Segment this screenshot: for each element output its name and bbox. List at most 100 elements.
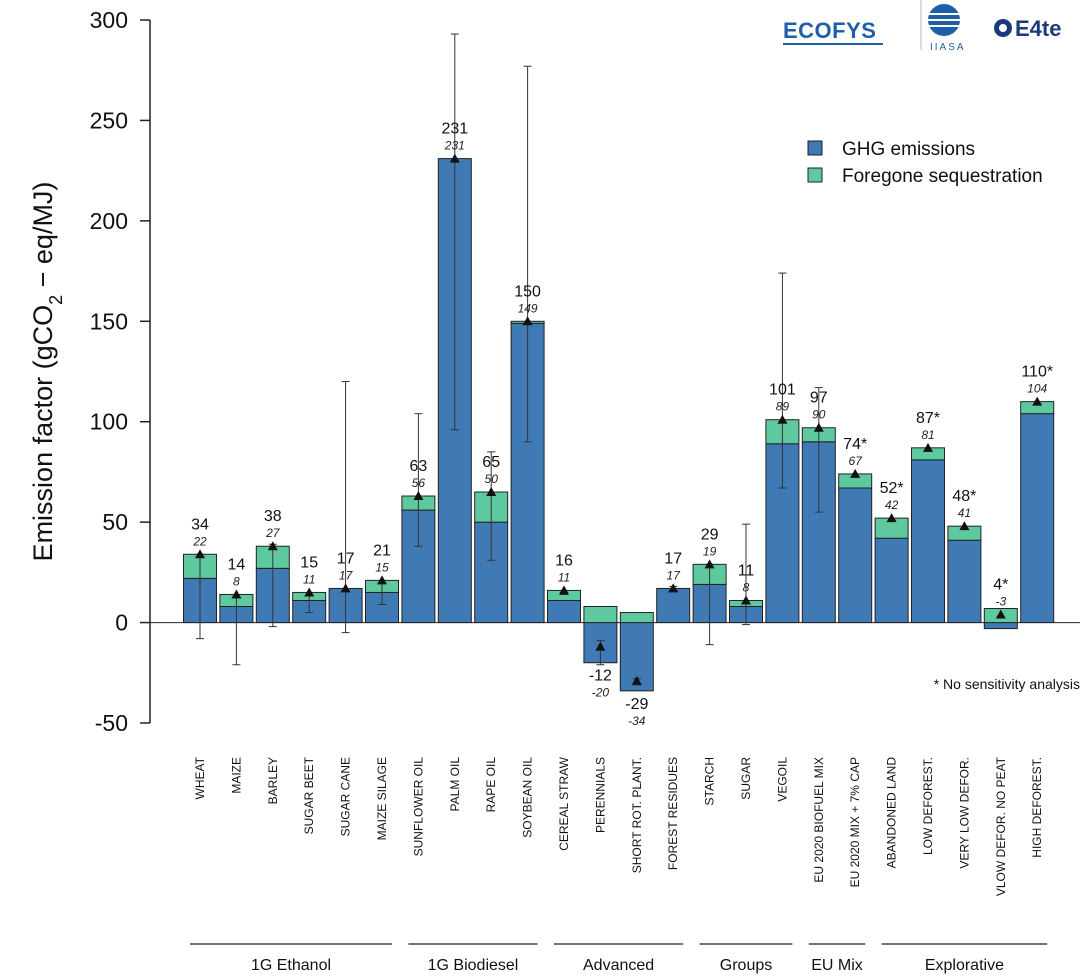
bar-group: 74*67 EU 2020 MIX + 7% CAP <box>838 436 873 887</box>
category-label: STARCH <box>703 757 717 805</box>
category-label: BARLEY <box>266 757 280 804</box>
bar-group: -29-34 SHORT ROT. PLANT. <box>619 612 654 873</box>
bar-group: 4*-3 VLOW DEFOR. NO PEAT <box>983 577 1018 896</box>
ghg-value-label: 17 <box>339 568 354 582</box>
ghg-bar <box>947 539 982 624</box>
total-marker <box>668 583 679 593</box>
ghg-bar <box>838 487 873 624</box>
total-value-label: 34 <box>191 516 209 533</box>
legend-entry: GHG emissions <box>842 139 975 160</box>
total-value-label: 65 <box>482 454 500 471</box>
total-value-label: 15 <box>300 554 318 571</box>
total-value-label: -12 <box>589 668 612 685</box>
bar-group: -12-20 PERENNIALS <box>583 606 618 833</box>
category-label: SHORT ROT. PLANT. <box>630 757 644 873</box>
ghg-bar <box>656 587 691 624</box>
category-label: MAIZE <box>229 757 243 794</box>
bar-group: 110*104 HIGH DEFOREST. <box>1020 364 1055 858</box>
total-marker <box>559 585 569 595</box>
bar-group: 52*42 ABANDONED LAND <box>874 480 909 868</box>
category-label: MAIZE SILAGE <box>375 757 389 840</box>
total-marker <box>741 595 751 605</box>
total-marker <box>304 587 315 597</box>
ghg-value-label: 27 <box>265 526 281 540</box>
total-value-label: 17 <box>337 550 355 567</box>
y-tick-label: 250 <box>90 107 128 133</box>
total-value-label: 38 <box>264 508 282 525</box>
total-value-label: -29 <box>625 696 648 713</box>
category-label: HIGH DEFOREST. <box>1030 757 1044 858</box>
category-label: WHEAT <box>193 756 207 799</box>
sensitivity-note: * No sensitivity analysis <box>934 676 1080 692</box>
category-label: VERY LOW DEFOR. <box>957 757 971 869</box>
total-value-label: 101 <box>769 382 796 399</box>
total-value-label: 48* <box>952 488 976 505</box>
total-value-label: 4* <box>993 577 1008 594</box>
total-value-label: 11 <box>738 562 755 579</box>
bar-group: 148 MAIZE <box>219 556 254 794</box>
ghg-value-label: 89 <box>776 400 790 414</box>
total-marker <box>923 442 933 452</box>
category-label: SUNFLOWER OIL <box>411 757 425 857</box>
category-label: LOW DEFOREST. <box>921 757 935 855</box>
total-marker <box>777 414 788 424</box>
y-tick-label: 50 <box>102 509 128 535</box>
ghg-value-label: 104 <box>1027 382 1047 396</box>
sequestration-bar <box>583 606 618 624</box>
e4tech-flower-icon <box>994 19 1012 37</box>
total-marker <box>231 589 242 599</box>
total-marker <box>449 153 460 163</box>
ghg-value-label: -20 <box>592 686 610 700</box>
ghg-value-label: 149 <box>518 301 538 315</box>
legend: GHG emissions Foregone sequestration <box>807 139 1043 187</box>
ghg-bar <box>1020 413 1055 624</box>
axes: 300 250 200 150 100 50 0 -50 Emission factor (gC… <box>28 7 1080 736</box>
y-tick-label: -50 <box>95 710 128 736</box>
ghg-value-label: 17 <box>667 568 682 582</box>
total-value-label: 16 <box>555 552 573 569</box>
e4tech-logo: E4te <box>1015 16 1061 41</box>
ghg-value-label: 42 <box>885 498 899 512</box>
total-marker <box>813 422 824 432</box>
ghg-bar <box>874 537 909 624</box>
group-label: Groups <box>720 957 772 974</box>
total-marker <box>959 521 970 531</box>
category-label: EU 2020 MIX + 7% CAP <box>848 757 862 887</box>
category-label: CEREAL STRAW <box>557 756 571 850</box>
total-value-label: 17 <box>664 550 682 567</box>
total-marker <box>340 583 351 593</box>
total-marker <box>850 468 861 478</box>
category-label: FOREST RESIDUES <box>666 757 680 870</box>
y-axis-label: Emission factor (gCO2 − eq/MJ) <box>28 182 66 562</box>
group-label: 1G Ethanol <box>251 957 331 974</box>
bar-group: 118 SUGAR <box>729 523 763 800</box>
y-tick-label: 200 <box>90 208 128 234</box>
total-marker <box>631 675 642 685</box>
category-label: VEGOIL <box>775 757 789 802</box>
legend-swatch <box>807 167 823 183</box>
total-marker <box>595 641 606 651</box>
group-label: 1G Biodiesel <box>428 957 519 974</box>
ghg-value-label: 11 <box>558 570 570 584</box>
total-value-label: 110* <box>1021 364 1053 381</box>
category-label: RAPE OIL <box>484 757 498 813</box>
category-label: EU 2020 BIOFUEL MIX <box>812 757 826 883</box>
ghg-bar <box>547 599 581 624</box>
bar-group: 87*81 LOW DEFOREST. <box>911 410 945 855</box>
group-label: Explorative <box>925 957 1004 974</box>
total-value-label: 29 <box>701 526 719 543</box>
y-tick-label: 150 <box>90 308 128 334</box>
ghg-bar <box>911 459 945 624</box>
category-label: SUGAR <box>739 757 753 800</box>
